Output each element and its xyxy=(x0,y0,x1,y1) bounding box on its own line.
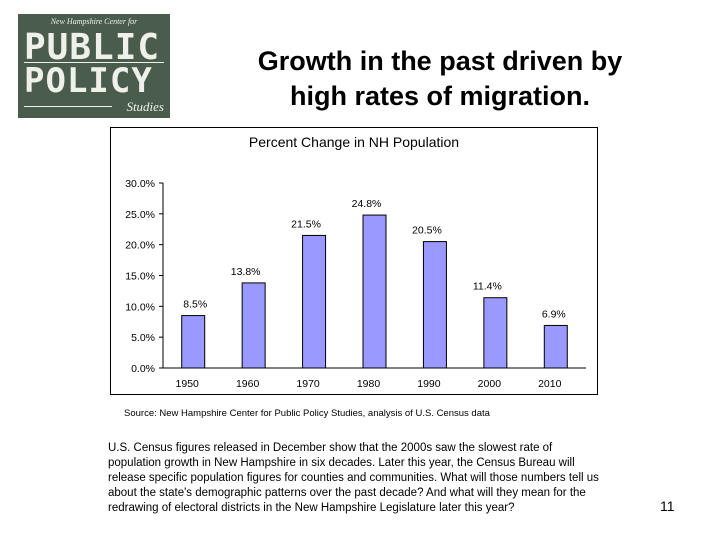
slide-title-line-2: high rates of migration. xyxy=(289,81,591,111)
slide-title-line-1: Growth in the past driven by xyxy=(257,46,623,76)
bar xyxy=(241,282,266,369)
logo-word-policy: POLICY xyxy=(24,61,153,101)
x-tick-label: 1960 xyxy=(236,378,260,390)
logo-top-text: New Hampshire Center for xyxy=(50,17,138,26)
bar xyxy=(483,297,508,369)
y-tick-label: 30.0% xyxy=(125,178,155,190)
y-tick-label: 15.0% xyxy=(125,271,155,283)
y-tick-label: 0.0% xyxy=(131,363,155,375)
bar xyxy=(543,324,568,369)
data-label: 6.9% xyxy=(542,308,566,320)
x-tick-label: 2010 xyxy=(538,378,562,390)
data-label: 20.5% xyxy=(412,225,442,237)
logo-divider xyxy=(24,62,164,63)
bar xyxy=(302,234,327,369)
chart-title: Percent Change in NH Population xyxy=(248,134,460,150)
data-label: 21.5% xyxy=(291,218,321,230)
y-tick-label: 20.0% xyxy=(125,240,155,252)
data-label: 8.5% xyxy=(183,299,207,311)
bar-chart: 0.0% 5.0% 10.0% 15.0% 20.0% 25.0% 30.0% 8.5% 195… xyxy=(125,178,586,390)
slide-title: Growth in the past driven by high rates … xyxy=(180,44,700,114)
x-tick-label: 1980 xyxy=(357,378,381,390)
x-tick-label: 2000 xyxy=(478,378,502,390)
source-note: Source: New Hampshire Center for Public … xyxy=(124,408,490,419)
bar xyxy=(181,315,206,369)
y-tick-label: 25.0% xyxy=(125,209,155,221)
x-tick-label: 1950 xyxy=(176,378,200,390)
data-label: 11.4% xyxy=(473,281,502,293)
logo-word-public: PUBLIC xyxy=(24,27,161,68)
x-tick-label: 1970 xyxy=(296,378,320,390)
data-label: 24.8% xyxy=(352,198,382,210)
y-tick-label: 5.0% xyxy=(131,332,155,344)
body-paragraph: U.S. Census figures released in December… xyxy=(108,442,599,514)
logo: New Hampshire Center for PUBLIC POLICY S… xyxy=(18,14,170,118)
chart-frame: Percent Change in NH Population 0.0% 5.0%… xyxy=(110,127,598,395)
logo-word-studies: Studies xyxy=(126,99,164,114)
data-label: 13.8% xyxy=(231,266,261,278)
bar xyxy=(422,241,447,369)
x-tick-label: 1990 xyxy=(417,378,441,390)
bar xyxy=(362,214,387,369)
page-number: 11 xyxy=(660,498,675,514)
logo-underline xyxy=(24,106,112,107)
y-tick-label: 10.0% xyxy=(125,301,155,313)
